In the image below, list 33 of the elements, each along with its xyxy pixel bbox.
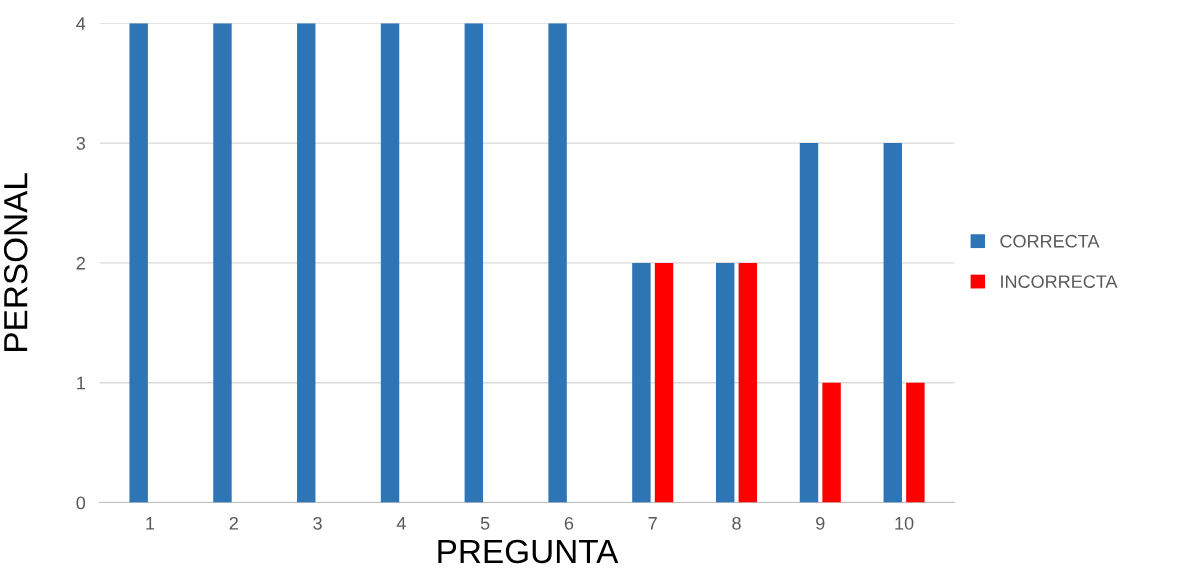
- x-tick-label: 1: [146, 517, 155, 530]
- bar: [380, 23, 400, 503]
- bar: [548, 23, 567, 503]
- x-tick-label: 7: [648, 517, 657, 530]
- bar: [738, 262, 758, 503]
- x-tick-label: 10: [895, 516, 914, 530]
- y-tick-label: 1: [77, 376, 85, 390]
- y-tick-label: 0: [76, 496, 86, 510]
- x-tick-label: 6: [564, 516, 574, 530]
- x-axis-title: PREGUNTA: [438, 539, 619, 564]
- bar: [799, 143, 819, 503]
- bar: [654, 262, 674, 503]
- x-tick-label: 5: [480, 517, 490, 530]
- bar: [297, 23, 316, 503]
- y-tick-label: 4: [76, 17, 86, 30]
- bar: [632, 262, 651, 503]
- x-tick-label: 3: [313, 516, 322, 530]
- bar: [715, 262, 735, 503]
- legend-label: CORRECTA: [1000, 234, 1100, 248]
- y-tick-label: 2: [76, 256, 85, 270]
- x-tick-label: 4: [396, 517, 406, 530]
- x-tick-label: 9: [816, 516, 825, 530]
- y-tick-label: 3: [76, 137, 86, 150]
- bar: [213, 23, 232, 503]
- bar: [883, 143, 902, 503]
- x-tick-label: 2: [229, 516, 238, 530]
- bar: [906, 382, 925, 503]
- bar: [464, 23, 484, 503]
- bar: [822, 382, 841, 503]
- y-axis-title: PERSONAL: [3, 173, 28, 351]
- bar: [129, 23, 148, 503]
- legend-label: INCORRECTA: [1001, 275, 1118, 288]
- x-tick-label: 8: [732, 516, 741, 530]
